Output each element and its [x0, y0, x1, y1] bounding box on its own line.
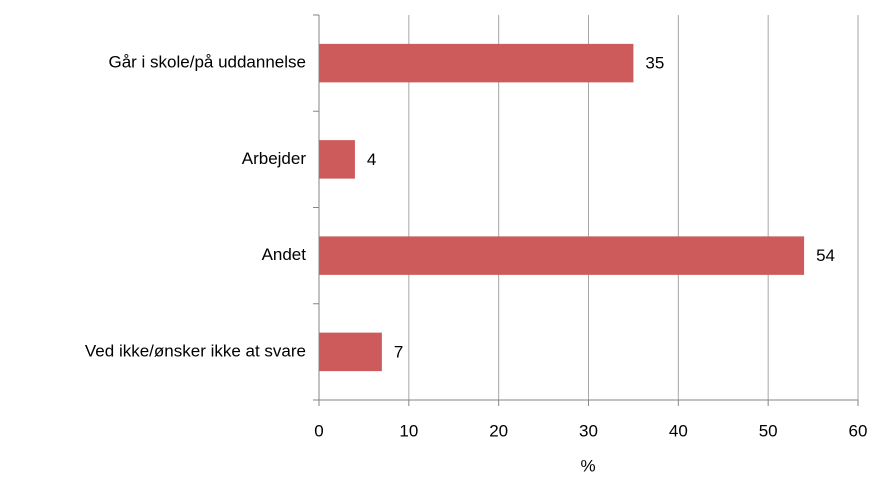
bar — [319, 332, 382, 372]
y-tick-label: Andet — [262, 245, 307, 264]
x-tick-label: 0 — [314, 421, 323, 440]
x-tick-label: 20 — [489, 421, 508, 440]
y-tick-label: Arbejder — [242, 149, 307, 168]
y-tick-label: Ved ikke/ønsker ikke at svare — [85, 341, 306, 360]
data-label: 35 — [645, 54, 664, 73]
bar — [319, 43, 634, 83]
data-label: 4 — [367, 150, 376, 169]
x-tick-label: 30 — [579, 421, 598, 440]
data-label: 54 — [816, 246, 835, 265]
bar — [319, 236, 805, 275]
bar — [319, 140, 355, 179]
x-tick-label: 60 — [849, 421, 868, 440]
x-axis-label: % — [580, 456, 595, 475]
y-tick-label: Går i skole/på uddannelse — [108, 53, 306, 72]
x-tick-label: 40 — [669, 421, 688, 440]
x-tick-label: 10 — [399, 421, 418, 440]
data-label: 7 — [394, 342, 403, 361]
x-tick-label: 50 — [759, 421, 778, 440]
